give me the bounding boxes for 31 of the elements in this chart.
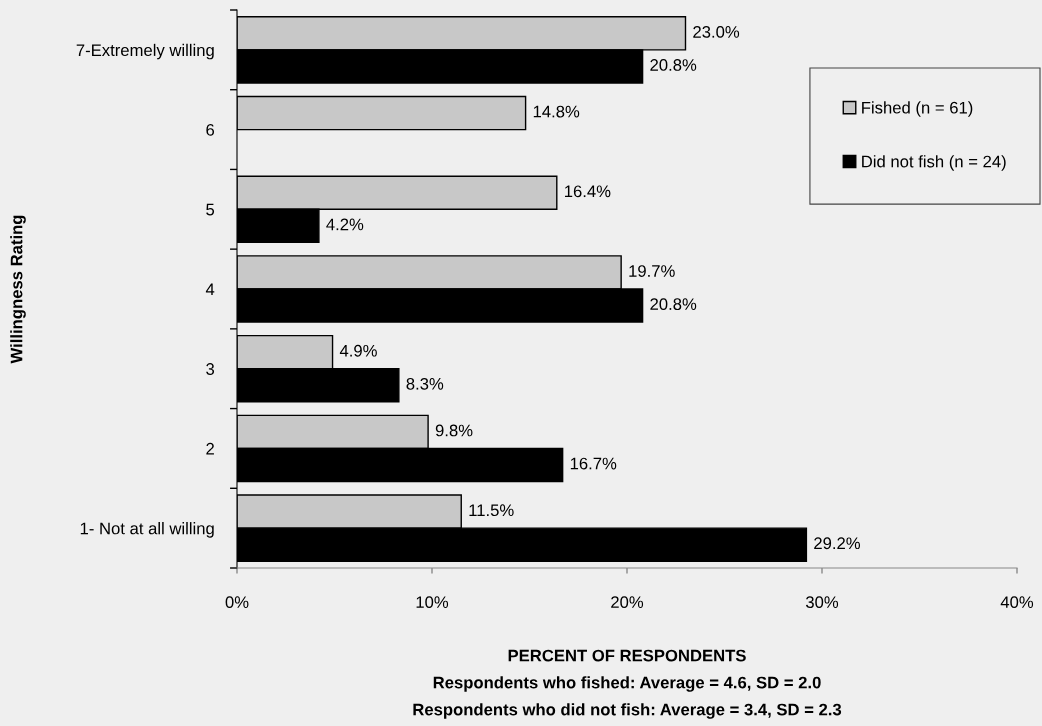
y-tick-label: 6 [206, 123, 215, 136]
legend-label: Fished (n = 61) [862, 101, 973, 117]
text: Respondents who did not fish: Average = 3.4, SD = 2.3 [413, 703, 842, 719]
y-tick-label: 5 [206, 203, 215, 216]
y-axis-title: Willingness Rating [10, 215, 26, 364]
data-label: 16.7% [570, 457, 617, 470]
data-label: 4.2% [326, 218, 364, 231]
y-tick-label: 1- Not at all willing [80, 522, 214, 538]
y-tick-label: 7-Extremely willing [76, 43, 214, 60]
data-label: 4.9% [339, 344, 377, 357]
data-label: 20.8% [650, 59, 697, 71]
x-tick-label: 10% [416, 596, 449, 609]
text: Respondents who fished: Average = 4.6, SD = 2.0 [433, 676, 821, 692]
y-tick-label: 3 [206, 363, 215, 375]
x-tick-label: 30% [805, 596, 839, 609]
data-label: 11.5% [469, 504, 514, 517]
x-tick-label: 0% [225, 596, 249, 609]
legend-label: Did not fish (n = 24) [862, 155, 1006, 171]
data-label: 19.7% [629, 265, 675, 277]
data-label: 8.3% [406, 377, 444, 390]
y-tick-label: 2 [206, 442, 214, 455]
data-label: 23.0% [693, 25, 740, 38]
data-label: 29.2% [814, 537, 861, 550]
x-tick-label: 20% [611, 596, 644, 609]
x-tick-label: 40% [1000, 596, 1034, 609]
data-label: 14.8% [533, 105, 580, 118]
data-label: 9.8% [435, 424, 473, 437]
data-label: 20.8% [650, 298, 697, 311]
x-axis-title: PERCENT OF RESPONDENTS [508, 649, 746, 662]
y-tick-label: 4 [205, 283, 215, 296]
data-label: 16.4% [565, 185, 611, 198]
